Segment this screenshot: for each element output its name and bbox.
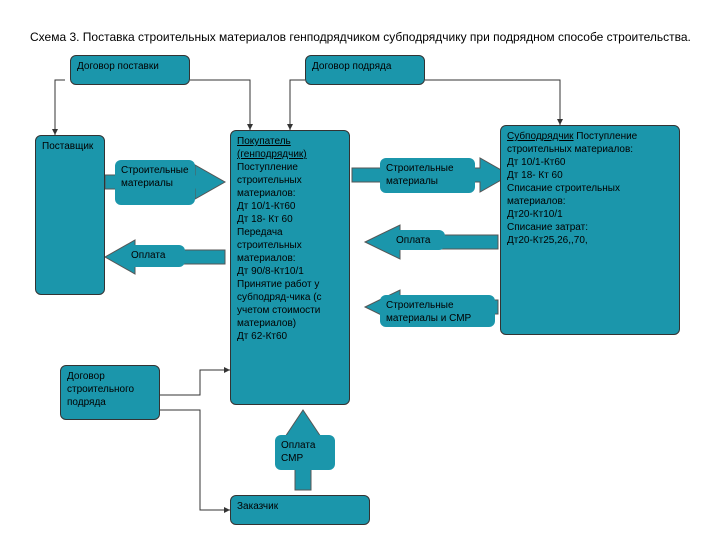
node-buyer: Покупатель (генподрядчик) Поступление ст… — [230, 130, 350, 405]
label: Договор подряда — [312, 61, 391, 72]
edge-constr-to-buyer — [160, 370, 230, 395]
label: Строительные материалы и СМР — [386, 300, 471, 324]
node-supply-contract: Договор поставки — [70, 55, 190, 85]
sub-line: Дт20-Кт25,26,,70, — [507, 234, 673, 247]
node-construction-contract: Договор строительного подряда — [60, 365, 160, 420]
buyer-line: Передача строительных материалов: — [237, 226, 343, 265]
edge-supply-to-supplier — [55, 80, 65, 135]
label: Оплата — [131, 250, 165, 261]
node-mats-smr: Строительные материалы и СМР — [380, 295, 495, 327]
node-payment-smr: Оплата СМР — [275, 435, 335, 470]
label: Строительные материалы — [121, 165, 189, 189]
buyer-line: Дт 18- Кт 60 — [237, 213, 343, 226]
node-subcontractor: Субподрядчик Поступление строительных ма… — [500, 125, 680, 335]
sub-line: Списание затрат: — [507, 221, 673, 234]
label: Поставщик — [42, 141, 93, 152]
sub-line: Списание строительных материалов: — [507, 182, 673, 208]
label: Договор поставки — [77, 61, 159, 72]
label: Оплата СМР — [281, 440, 315, 464]
node-payment-1: Оплата — [125, 245, 185, 267]
edge-work-to-sub — [425, 80, 560, 125]
buyer-line: Поступление строительных материалов: — [237, 161, 343, 200]
node-customer: Заказчик — [230, 495, 370, 525]
node-materials-2: Строительные материалы — [380, 158, 475, 193]
label: Заказчик — [237, 501, 278, 512]
label: Договор строительного подряда — [67, 371, 134, 408]
label: Строительные материалы — [386, 163, 454, 187]
node-materials-1: Строительные материалы — [115, 160, 195, 205]
edge-constr-to-customer — [160, 410, 230, 510]
buyer-title: Покупатель (генподрядчик) — [237, 136, 307, 160]
node-supplier: Поставщик — [35, 135, 105, 295]
diagram-title: Схема 3. Поставка строительных материало… — [30, 30, 691, 44]
edge-work-to-buyer — [290, 80, 305, 130]
sub-title: Субподрядчик — [507, 131, 574, 142]
node-payment-2: Оплата — [390, 230, 445, 250]
sub-line: Дт 10/1-Кт60 — [507, 156, 673, 169]
buyer-line: Дт 90/8-Кт10/1 — [237, 265, 343, 278]
buyer-line: Дт 62-Кт60 — [237, 330, 343, 343]
buyer-line: Принятие работ у субподряд-чика (с учето… — [237, 278, 343, 330]
sub-line: Дт20-Кт10/1 — [507, 208, 673, 221]
label: Оплата — [396, 235, 430, 246]
edge-supply-to-buyer — [190, 80, 250, 130]
node-work-contract: Договор подряда — [305, 55, 425, 85]
buyer-line: Дт 10/1-Кт60 — [237, 200, 343, 213]
sub-line: Дт 18- Кт 60 — [507, 169, 673, 182]
